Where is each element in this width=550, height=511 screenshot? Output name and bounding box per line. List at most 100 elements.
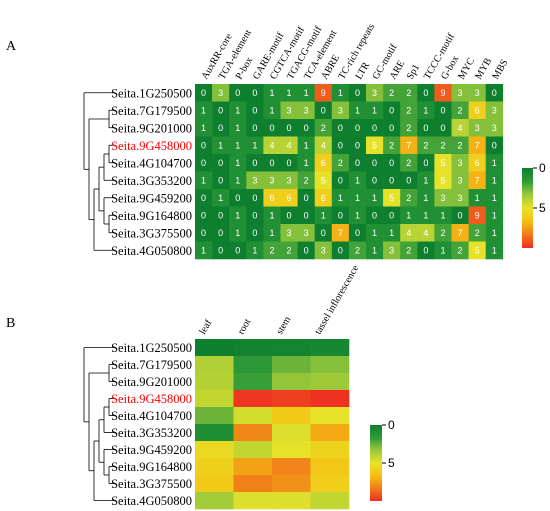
heatmap-cell [229, 206, 247, 225]
cell-value-label: 0 [218, 158, 223, 168]
cell-value-label: 0 [252, 228, 257, 238]
heatmap-cell [383, 189, 401, 207]
panel-a-letter: A [6, 39, 17, 54]
heatmap-cell [348, 241, 367, 260]
heatmap-cell [400, 171, 418, 190]
cell-value-label: 0 [252, 210, 257, 220]
cell-value-label: 1 [235, 158, 240, 168]
heatmap-cell [297, 136, 315, 155]
heatmap-cell [272, 390, 311, 408]
heatmap-cell [348, 171, 367, 190]
heatmap-cell [434, 224, 452, 242]
cell-value-label: 0 [287, 123, 292, 133]
heatmap-cell [310, 407, 350, 425]
heatmap-cell [195, 373, 234, 391]
heatmap-cell [263, 206, 281, 225]
heatmap-cell [468, 136, 486, 155]
heatmap-cell [468, 241, 486, 260]
cell-value-label: 1 [252, 245, 257, 255]
cell-value-label: 2 [321, 123, 326, 133]
cell-value-label: 6 [475, 105, 480, 115]
heatmap-cell [263, 171, 281, 190]
cell-value-label: 0 [304, 123, 309, 133]
cell-value-label: 7 [406, 140, 411, 150]
heatmap-cell [434, 119, 452, 137]
heatmap-cell [400, 224, 418, 242]
cell-value-label: 0 [389, 175, 394, 185]
cell-value-label: 5 [440, 158, 445, 168]
heatmap-cell [195, 189, 213, 207]
column-label: leaf [197, 317, 214, 336]
cell-value-label: 1 [235, 228, 240, 238]
heatmap-cell [246, 206, 264, 225]
heatmap-cell [229, 84, 247, 102]
heatmap-cell [485, 206, 504, 225]
heatmap-cell [272, 492, 311, 510]
heatmap-cell [348, 189, 367, 207]
cell-value-label: 1 [372, 245, 377, 255]
legend-tick-label: 0 [388, 418, 395, 432]
heatmap-cell [434, 101, 452, 120]
cell-value-label: 3 [287, 105, 292, 115]
cell-value-label: 1 [201, 105, 206, 115]
heatmap-cell [331, 119, 350, 137]
gene-label: Seita.9G201000 [111, 375, 192, 389]
cell-value-label: 1 [492, 245, 497, 255]
cell-value-label: 1 [355, 105, 360, 115]
cell-value-label: 1 [338, 88, 343, 98]
cell-value-label: 0 [218, 245, 223, 255]
heatmap-cell [263, 119, 281, 137]
cell-value-label: 3 [475, 88, 480, 98]
column-label: MBS [490, 58, 510, 82]
cell-value-label: 4 [406, 228, 411, 238]
heatmap-cell [195, 458, 234, 476]
heatmap-cell [331, 84, 350, 102]
panel-b-column-labels: leaf root stem tassel inflorescence [197, 263, 361, 337]
heatmap-cell [229, 119, 247, 137]
heatmap-cell [314, 101, 333, 120]
cell-value-label: 0 [201, 158, 206, 168]
heatmap-cell [366, 224, 384, 242]
cell-value-label: 1 [492, 210, 497, 220]
heatmap-cell [310, 441, 350, 459]
heatmap-cell [229, 241, 247, 260]
color-scale-bar [522, 168, 533, 248]
cell-value-label: 3 [338, 105, 343, 115]
cell-value-label: 6 [269, 193, 274, 203]
panel-b-letter: B [6, 316, 15, 331]
cell-value-label: 1 [355, 210, 360, 220]
heatmap-cell [331, 189, 350, 207]
cell-value-label: 0 [235, 193, 240, 203]
cell-value-label: 1 [355, 175, 360, 185]
cell-value-label: 0 [252, 123, 257, 133]
cell-value-label: 0 [287, 158, 292, 168]
cell-value-label: 4 [321, 140, 326, 150]
heatmap-cell [246, 241, 264, 260]
cell-value-label: 3 [440, 193, 445, 203]
cell-value-label: 2 [406, 123, 411, 133]
cell-value-label: 1 [269, 210, 274, 220]
cell-value-label: 0 [440, 123, 445, 133]
cell-value-label: 0 [252, 105, 257, 115]
gene-label: Seita.7G179500 [111, 104, 192, 118]
heatmap-cell [297, 224, 315, 242]
gene-label: Seita.4G104700 [111, 409, 192, 423]
heatmap-cell [297, 206, 315, 225]
heatmap-cell [195, 206, 213, 225]
cell-value-label: 0 [423, 245, 428, 255]
gene-label: Seita.3G353200 [111, 174, 192, 188]
heatmap-cell [272, 441, 311, 459]
heatmap-cell [280, 189, 298, 207]
heatmap-cell [280, 119, 298, 137]
heatmap-cell [212, 189, 230, 207]
heatmap-cell [212, 119, 230, 137]
heatmap-cell [314, 136, 333, 155]
gene-label: Seita.3G353200 [111, 426, 192, 440]
cell-value-label: 3 [389, 245, 394, 255]
heatmap-cell [383, 241, 401, 260]
heatmap-cell [229, 171, 247, 190]
cell-value-label: 2 [406, 193, 411, 203]
cell-value-label: 7 [475, 140, 480, 150]
cell-value-label: 6 [321, 193, 326, 203]
heatmap-cell [195, 119, 213, 137]
